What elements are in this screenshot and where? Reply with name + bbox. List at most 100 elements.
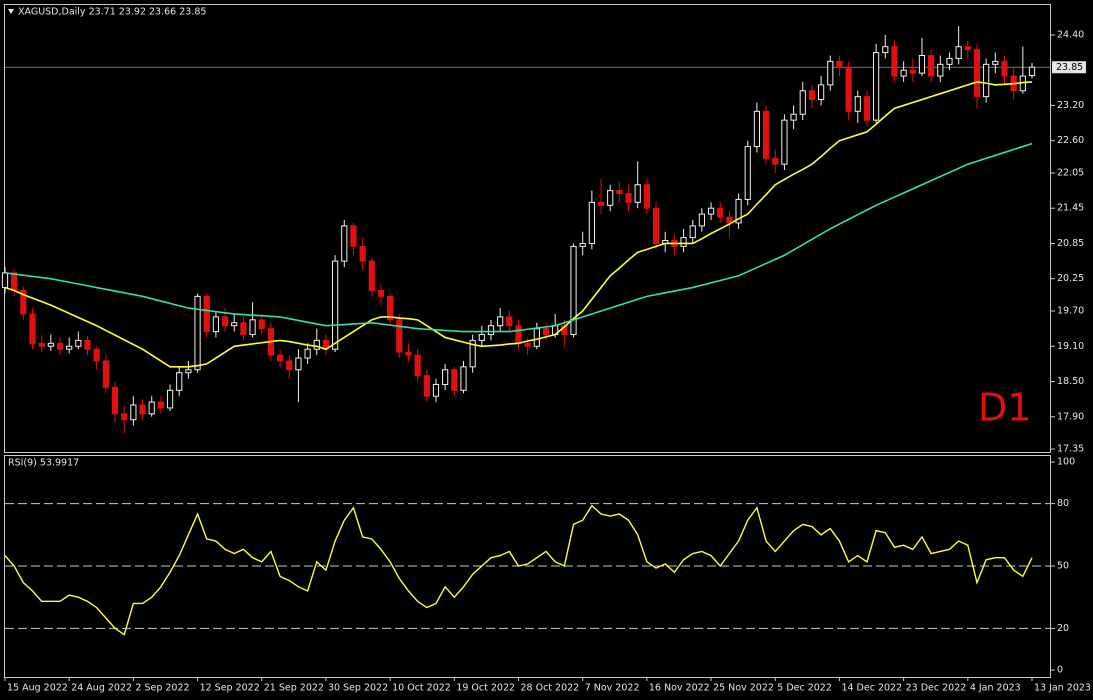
candle-body (882, 46, 889, 54)
candle-body (643, 184, 650, 209)
candle-body (148, 401, 155, 415)
candle-body (111, 386, 119, 415)
candle-body (588, 201, 595, 244)
candle-body (928, 55, 935, 77)
rsi-title: RSI(9) 53.9917 (8, 458, 79, 469)
candle-body (652, 207, 660, 244)
x-tick-label: 15 Aug 2022 (7, 683, 68, 694)
candle-body (616, 190, 623, 195)
candle-body (680, 237, 687, 247)
candle-body (121, 413, 128, 421)
candle-body (873, 52, 880, 121)
candle-body (240, 322, 247, 336)
candle-body (139, 404, 146, 415)
candle-body (487, 325, 495, 336)
candle-body (478, 334, 485, 341)
candle-body (625, 193, 632, 203)
candle-body (130, 404, 137, 421)
candle-body (377, 289, 385, 297)
y-tick-label: 20 (1057, 623, 1069, 634)
candle-body (918, 55, 926, 74)
y-tick-label: 19.10 (1057, 341, 1084, 352)
moving-average (4, 81, 1033, 368)
candle-body (442, 369, 449, 385)
y-tick-label: 20.85 (1057, 238, 1084, 249)
candle-body (212, 316, 220, 333)
candle-body (753, 110, 761, 148)
x-tick-label: 16 Nov 2022 (649, 683, 710, 694)
candle-body (203, 295, 210, 333)
candle-body (56, 342, 64, 350)
x-tick-label: 4 Jan 2023 (970, 683, 1021, 694)
candle-body (1, 272, 9, 289)
candle-body (166, 389, 174, 409)
candle-body (313, 339, 320, 350)
candle-body (249, 319, 256, 336)
last-price-label: 23.85 (1056, 62, 1083, 73)
candle-body (689, 225, 696, 239)
candle-body (1028, 66, 1036, 76)
candle-body (597, 201, 605, 206)
y-tick-label: 21.45 (1057, 203, 1084, 214)
candle-body (634, 184, 641, 203)
candle-body (75, 339, 82, 347)
x-tick-label: 12 Sep 2022 (200, 683, 260, 694)
y-tick-label: 17.90 (1057, 411, 1084, 422)
y-tick-label: 19.70 (1057, 306, 1084, 317)
x-tick-label: 5 Dec 2022 (777, 683, 832, 694)
candle-body (735, 198, 742, 224)
candle-body (983, 63, 990, 98)
candle-body (460, 366, 467, 391)
candle-body (726, 216, 733, 224)
y-tick-label: 20.25 (1057, 273, 1084, 284)
x-tick-label: 10 Oct 2022 (392, 683, 451, 694)
candle-body (469, 339, 476, 368)
candle-body (909, 69, 916, 74)
candle-body (964, 46, 971, 51)
candle-body (332, 260, 339, 350)
candle-body (772, 157, 779, 165)
x-tick-label: 24 Aug 2022 (71, 683, 132, 694)
candle-body (295, 357, 302, 371)
candle-body (817, 84, 825, 101)
candle-body (66, 345, 73, 350)
candle-body (423, 375, 430, 397)
candle-body (93, 348, 100, 362)
candle-body (497, 316, 504, 327)
candle-body (341, 225, 348, 262)
candle-body (900, 69, 907, 77)
candle-body (258, 319, 265, 330)
candle-body (396, 319, 403, 353)
candle-body (368, 260, 375, 291)
candle-body (506, 316, 513, 327)
candle-body (698, 213, 705, 227)
candle-body (84, 339, 91, 350)
menu-triangle (8, 9, 14, 14)
moving-average (4, 142, 1033, 333)
candle-body (451, 369, 458, 391)
candle-body (827, 60, 834, 86)
candle-body (515, 325, 522, 344)
candle-body (863, 96, 871, 121)
candle-body (808, 90, 816, 101)
candle-body (47, 342, 54, 347)
x-tick-label: 2 Sep 2022 (135, 683, 189, 694)
y-tick-label: 22.05 (1057, 167, 1084, 178)
x-tick-label: 14 Dec 2022 (841, 683, 902, 694)
chart-title: XAGUSD,Daily 23.71 23.92 23.66 23.85 (18, 7, 206, 18)
candle-body (194, 295, 201, 371)
candle-body (157, 401, 164, 409)
candle-body (286, 360, 293, 371)
candle-body (221, 316, 229, 327)
x-tick-label: 25 Nov 2022 (713, 683, 774, 694)
candle-body (891, 46, 898, 77)
candle-body (359, 245, 366, 262)
candle-body (414, 354, 421, 377)
candle-body (854, 96, 861, 112)
y-tick-label: 22.60 (1057, 135, 1084, 146)
candle-body (29, 313, 36, 344)
candle-body (946, 57, 953, 65)
candle-body (102, 360, 109, 388)
candle-body (607, 190, 614, 206)
